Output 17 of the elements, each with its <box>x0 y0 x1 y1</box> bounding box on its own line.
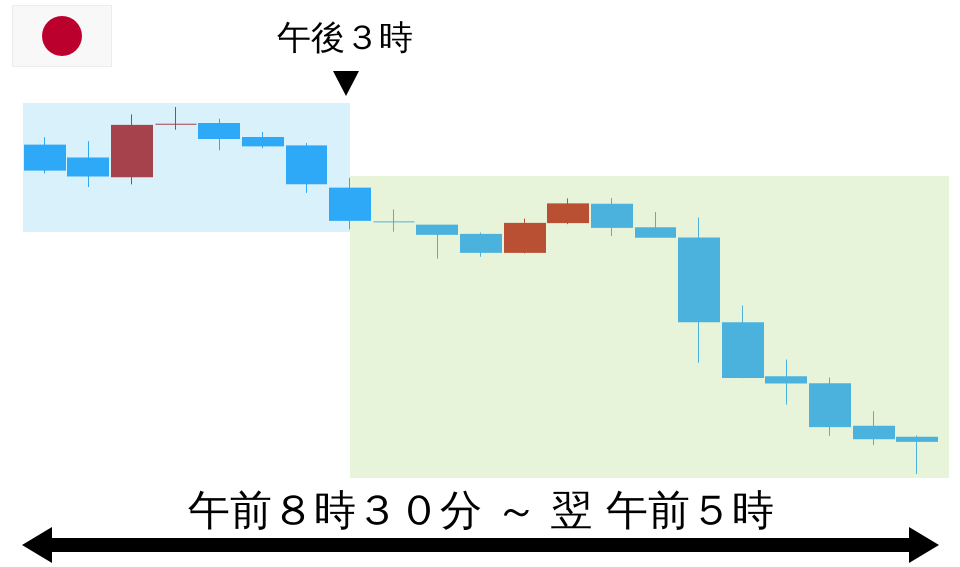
candlestick <box>198 118 240 151</box>
candlestick <box>635 211 676 238</box>
candlestick <box>242 131 284 149</box>
candlestick <box>111 114 153 185</box>
candlestick <box>155 106 197 130</box>
candlestick <box>460 232 502 258</box>
candlestick <box>678 216 720 364</box>
candlestick <box>809 376 851 436</box>
x-axis-title: 午前８時３０分 ～ 翌 午前５時 <box>188 486 774 534</box>
candlestick <box>329 177 371 230</box>
candlestick <box>373 208 415 232</box>
text: 午後３時 <box>277 18 414 58</box>
candlestick <box>286 142 327 194</box>
candlestick <box>504 218 546 254</box>
candlestick <box>547 198 589 225</box>
candlestick <box>591 198 633 237</box>
candlestick <box>416 224 458 260</box>
